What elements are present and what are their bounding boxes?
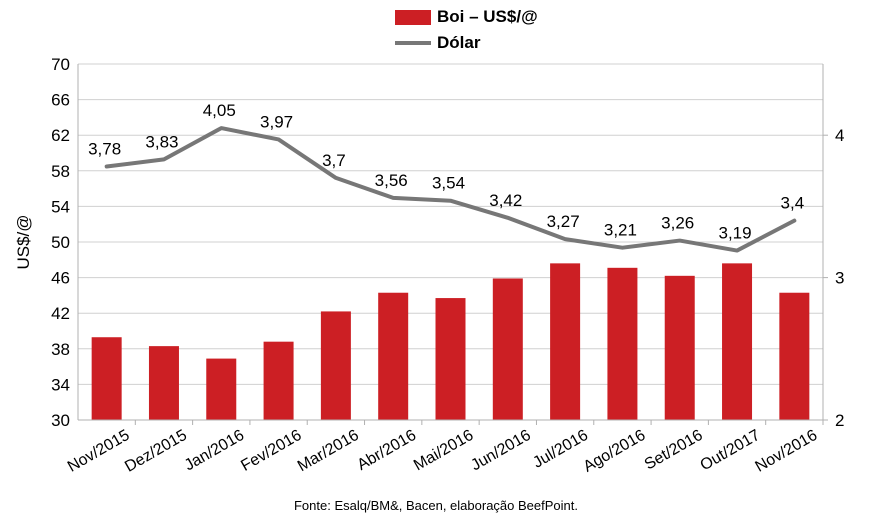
line-point (391, 196, 395, 200)
bar (263, 341, 294, 420)
line-data-label: 3,26 (661, 214, 694, 233)
line-data-label: 3,4 (781, 194, 805, 213)
legend-swatch-bar (395, 9, 431, 25)
x-tick-label: Abr/2016 (354, 427, 419, 474)
bar (492, 278, 523, 420)
line-data-label: 3,7 (322, 151, 346, 170)
line-point (334, 176, 338, 180)
line-data-label: 3,19 (718, 224, 751, 243)
y-axis-label: US$/@ (14, 214, 33, 270)
line-point (735, 249, 739, 253)
y2-tick-label: 2 (835, 411, 844, 430)
line-point (792, 219, 796, 223)
x-tick-label: Mar/2016 (295, 427, 362, 476)
legend-item-boi: Boi – US$/@ (395, 4, 538, 30)
bar (148, 346, 179, 420)
y-tick-label: 30 (51, 411, 70, 430)
y-tick-label: 46 (51, 269, 70, 288)
y-tick-label: 66 (51, 91, 70, 110)
line-point (105, 165, 109, 169)
line-point (620, 246, 624, 250)
x-tick-label: Dez/2015 (122, 427, 190, 476)
y-tick-label: 62 (51, 126, 70, 145)
line-data-label: 3,78 (88, 140, 121, 159)
line-point (277, 137, 281, 141)
x-tick-label: Mai/2016 (411, 427, 477, 475)
bar (550, 263, 581, 420)
bar (206, 358, 237, 420)
line-point (678, 239, 682, 243)
x-tick-label: Jan/2016 (182, 427, 248, 475)
y-tick-label: 50 (51, 233, 70, 252)
y-tick-label: 54 (51, 197, 70, 216)
x-tick-label: Out/2017 (698, 427, 764, 475)
data-labels: 3,78 3,83 4,05 3,97 3,7 3,56 3,54 3,42 3,27 3,21 3… (88, 101, 804, 242)
line-point (506, 216, 510, 220)
line-series (104, 126, 797, 253)
line-point (563, 237, 567, 241)
line-data-label: 3,83 (145, 132, 178, 151)
line-data-label: 3,54 (432, 174, 465, 193)
y2-tick-label: 4 (835, 126, 844, 145)
line-data-label: 3,42 (489, 191, 522, 210)
x-tick-label: Jun/2016 (468, 427, 534, 475)
legend: Boi – US$/@ Dólar (395, 4, 538, 56)
x-tick-label: Set/2016 (642, 427, 706, 474)
line-data-label: 3,21 (604, 221, 637, 240)
bar (779, 292, 810, 420)
line-data-label: 3,97 (260, 112, 293, 131)
line-data-label: 3,27 (547, 212, 580, 231)
y-tick-label: 38 (51, 340, 70, 359)
bar (378, 292, 409, 420)
line-point (162, 157, 166, 161)
y-tick-label: 58 (51, 162, 70, 181)
y-tick-label: 34 (51, 375, 70, 394)
source-note: Fonte: Esalq/BM&, Bacen, elaboração Beef… (293, 498, 578, 513)
gridlines (78, 63, 823, 421)
y2-tick-label: 3 (835, 269, 844, 288)
legend-label-boi: Boi – US$/@ (437, 7, 538, 26)
bar-series (91, 263, 810, 420)
y-tick-label: 70 (51, 55, 70, 74)
legend-swatch-line (395, 41, 431, 45)
line-data-label: 3,56 (375, 171, 408, 190)
bar (435, 298, 466, 420)
legend-label-dolar: Dólar (437, 33, 481, 52)
bar (722, 263, 753, 420)
x-tick-label: Nov/2016 (753, 427, 821, 476)
x-tick-label: Ago/2016 (581, 427, 649, 476)
bar (320, 311, 351, 420)
line-point (219, 126, 223, 130)
x-tick-label: Fev/2016 (238, 427, 304, 475)
legend-item-dolar: Dólar (395, 30, 538, 56)
bar (607, 267, 638, 420)
y-tick-label: 42 (51, 304, 70, 323)
line-data-label: 4,05 (203, 101, 236, 120)
line-point (449, 199, 452, 203)
bar (664, 275, 695, 420)
bar (91, 337, 122, 420)
x-tick-label: Nov/2015 (65, 427, 133, 476)
axes (77, 64, 828, 425)
